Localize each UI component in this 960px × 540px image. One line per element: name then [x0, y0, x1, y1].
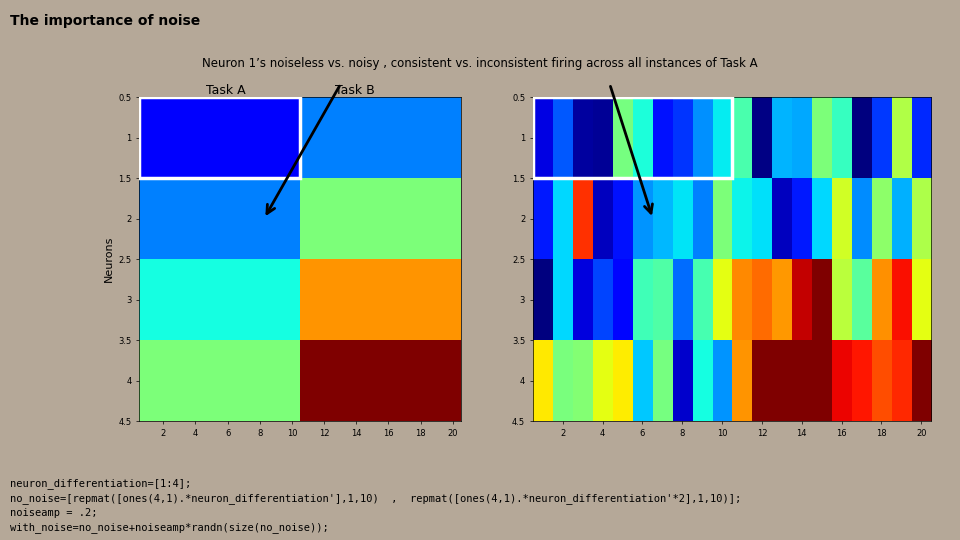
Text: Task A: Task A: [205, 84, 246, 97]
Y-axis label: Neurons: Neurons: [104, 236, 114, 282]
Text: neuron_differentiation=[1:4];
no_noise=[repmat([ones(4,1).*neuron_differentiatio: neuron_differentiation=[1:4]; no_noise=[…: [10, 478, 741, 532]
Text: Task B: Task B: [335, 84, 375, 97]
Bar: [533, 97, 732, 178]
Text: The importance of noise: The importance of noise: [10, 14, 200, 28]
Bar: [139, 97, 300, 178]
Text: Neuron 1’s noiseless vs. noisy , consistent vs. inconsistent firing across all i: Neuron 1’s noiseless vs. noisy , consist…: [203, 57, 757, 70]
